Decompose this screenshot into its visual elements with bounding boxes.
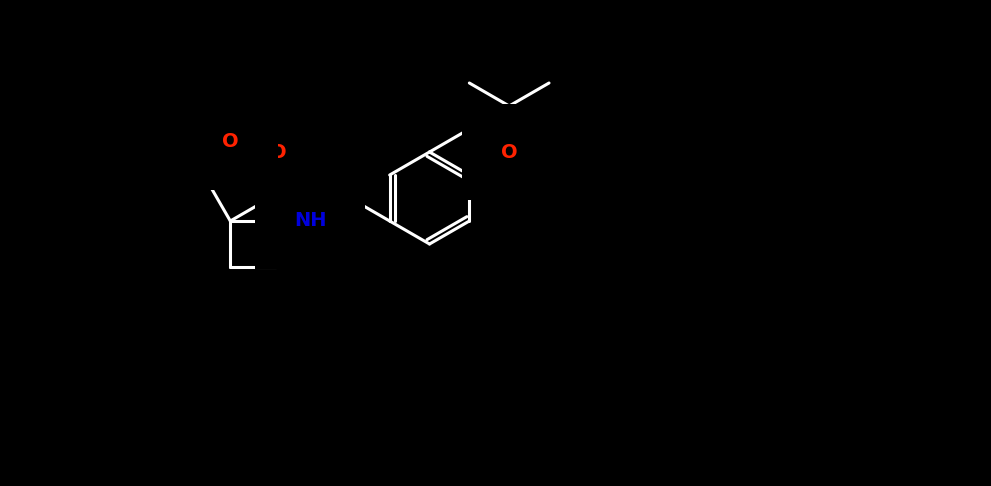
Text: O: O xyxy=(270,143,286,162)
Text: O: O xyxy=(222,132,239,151)
Text: NH: NH xyxy=(293,211,326,230)
Text: O: O xyxy=(500,142,517,161)
